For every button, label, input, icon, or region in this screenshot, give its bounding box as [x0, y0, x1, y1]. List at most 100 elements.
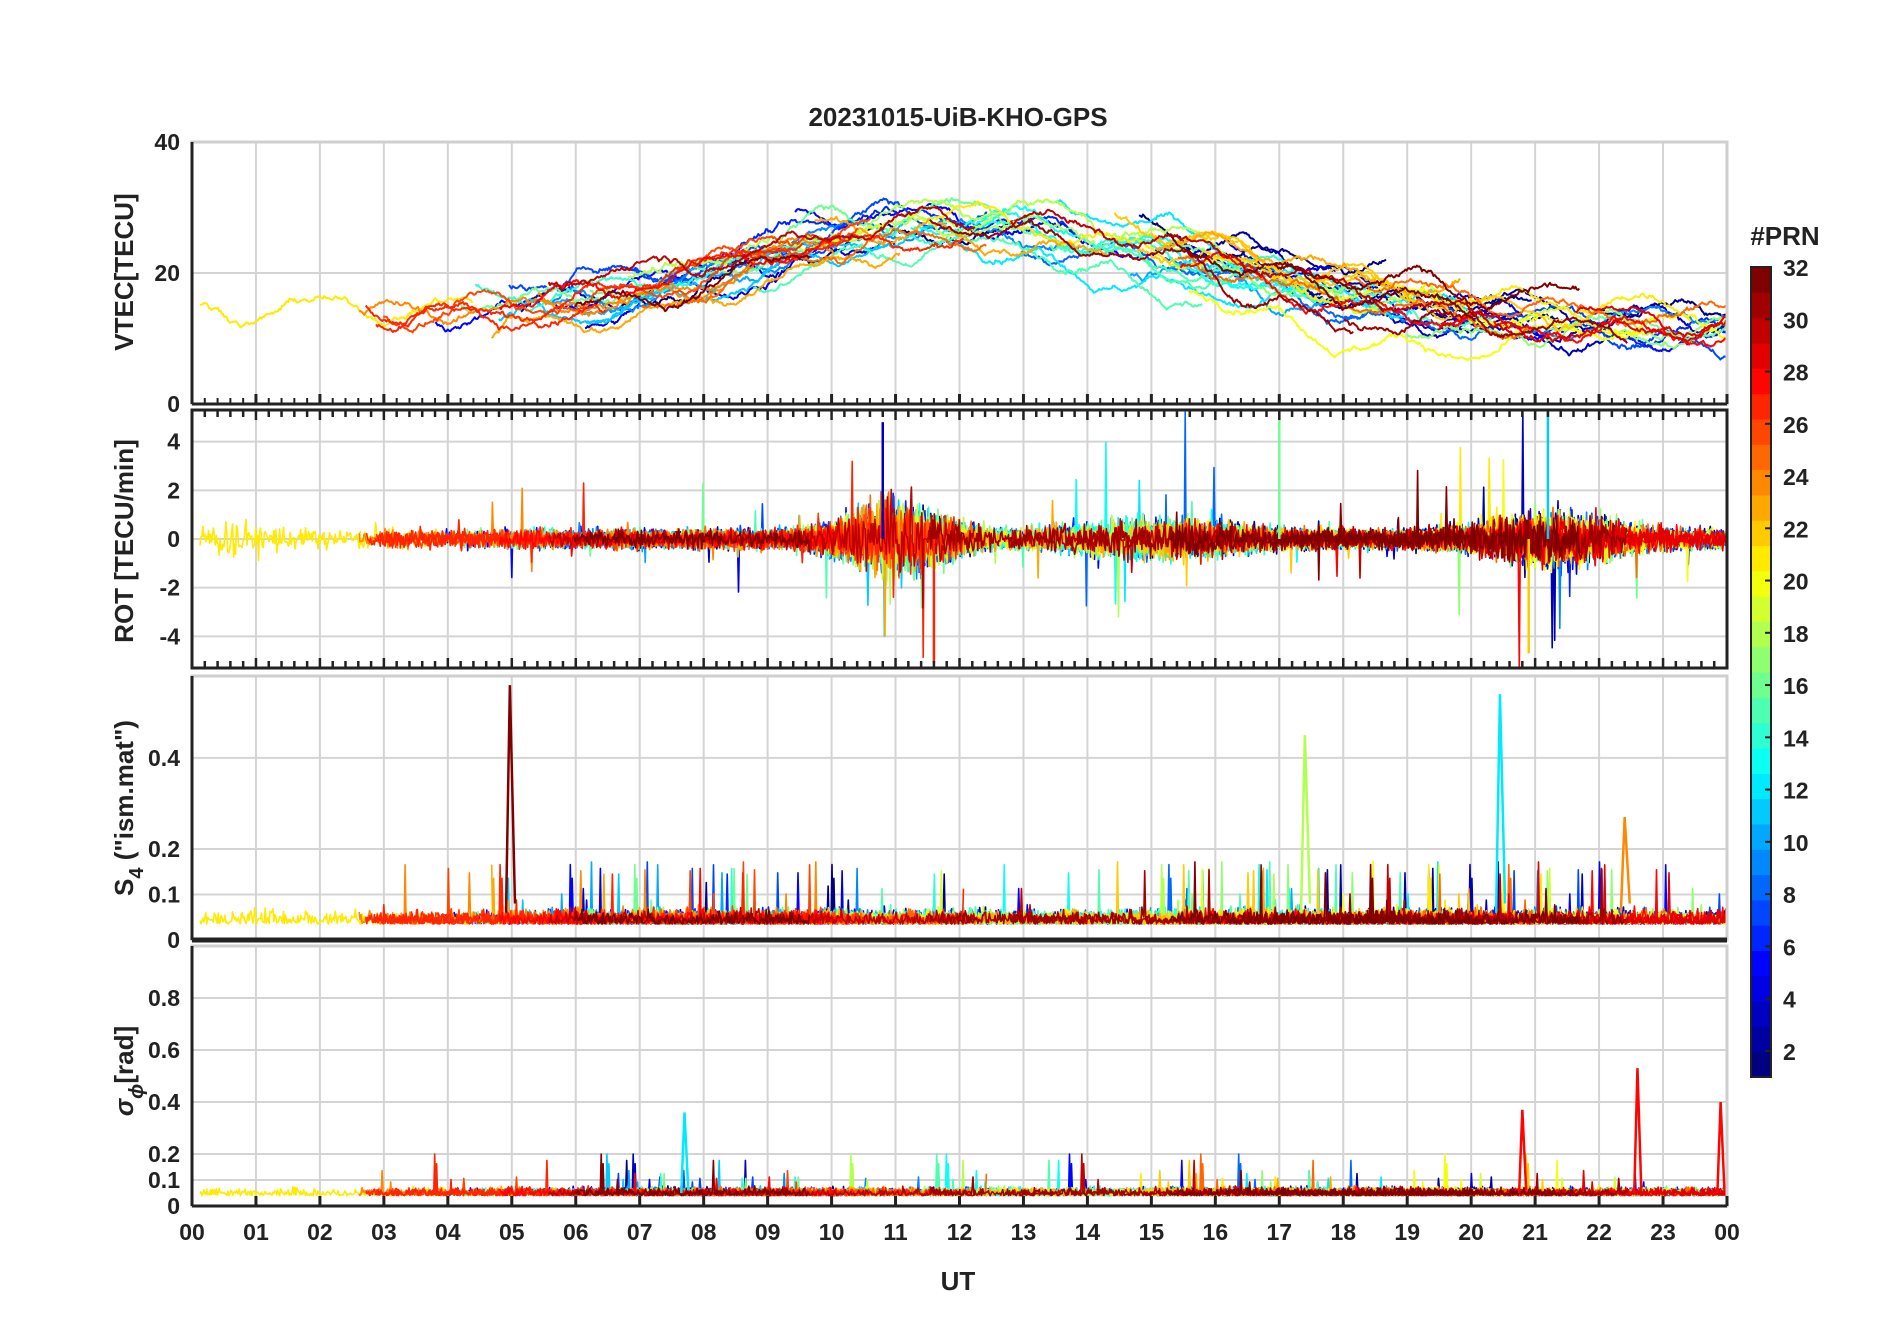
prn-trace [547, 205, 976, 291]
colorbar-tick-label: 4 [1783, 987, 1796, 1013]
x-tick-label: 20 [1458, 1219, 1484, 1245]
prn-trace [199, 295, 474, 329]
x-tick-label: 09 [755, 1219, 781, 1245]
prn-trace [1169, 1169, 1581, 1197]
x-tick-label: 11 [883, 1219, 908, 1245]
prn-trace [1169, 233, 1581, 312]
vtec-panel: 0 20 40 [154, 129, 1729, 417]
y-tick-label: -2 [160, 575, 180, 601]
y-tick-label: 0 [167, 1193, 180, 1219]
prn-trace [573, 908, 811, 925]
prn-trace [1354, 276, 1727, 328]
prn-trace [929, 218, 1354, 335]
colorbar-segment [1751, 621, 1771, 648]
colorbar-segment [1751, 545, 1771, 572]
colorbar-segment [1751, 950, 1771, 977]
colorbar-segment [1751, 570, 1771, 597]
colorbar-segment [1751, 722, 1771, 749]
prn-trace [1009, 208, 1514, 335]
colorbar-tick-label: 24 [1783, 464, 1809, 490]
colorbar-segment [1751, 1001, 1771, 1027]
colorbar-tick-label: 12 [1783, 778, 1809, 804]
colorbar-segment [1751, 697, 1771, 724]
prn-trace [1323, 283, 1648, 336]
colorbar-segment [1751, 368, 1771, 395]
y-tick-label: 0.6 [148, 1037, 180, 1063]
colorbar-tick-label: 14 [1783, 725, 1809, 751]
y-tick-label: 0 [167, 391, 180, 417]
colorbar-segment [1751, 672, 1771, 698]
colorbar-tick-label: 26 [1783, 412, 1809, 438]
colorbar-tick-label: 16 [1783, 673, 1809, 699]
colorbar-segment [1751, 798, 1771, 825]
colorbar-segment [1751, 342, 1771, 369]
vtec-ylabel: VTEC[TECU] [109, 193, 139, 350]
colorbar-segment [1751, 899, 1771, 926]
prn-trace [548, 233, 864, 314]
colorbar-segment [1751, 874, 1771, 901]
colorbar-tick-label: 8 [1783, 882, 1796, 908]
colorbar-segment [1751, 469, 1771, 496]
prn-trace [358, 284, 725, 326]
rot-panel: -4 -2 0 2 4 [160, 408, 1729, 670]
rot-ylabel: ROT [TECU/min] [109, 439, 139, 643]
x-tick-label: 16 [1203, 1219, 1229, 1245]
x-tick-label: 21 [1522, 1219, 1548, 1245]
y-tick-label: 2 [167, 477, 180, 503]
prn-trace [1220, 235, 1530, 323]
prn-trace [1169, 502, 1581, 562]
s4-spike [1619, 817, 1632, 913]
colorbar-tick-label: 30 [1783, 307, 1809, 333]
chart-title: 20231015-UiB-KHO-GPS [808, 102, 1107, 132]
x-tick-label: 17 [1266, 1219, 1292, 1245]
colorbar-label: #PRN [1750, 221, 1819, 251]
colorbar-tick-label: 28 [1783, 360, 1809, 386]
prn-trace [498, 235, 842, 311]
sigma-phi-traces [199, 1068, 1727, 1197]
prn-trace [1343, 867, 1629, 925]
x-tick-label: 19 [1394, 1219, 1420, 1245]
colorbar-tick-label: 18 [1783, 621, 1809, 647]
colorbar-segment [1751, 646, 1771, 673]
prn-trace [1274, 1185, 1477, 1197]
x-tick-label: 00 [179, 1219, 205, 1245]
prn-trace [548, 906, 976, 925]
x-tick-label: 12 [947, 1219, 973, 1245]
colorbar-segment [1751, 267, 1771, 293]
y-tick-label: -4 [160, 623, 181, 649]
prn-trace [1113, 212, 1601, 332]
x-tick-label: 07 [627, 1219, 653, 1245]
colorbar-tick-label: 6 [1783, 934, 1796, 960]
colorbar-tick-label: 20 [1783, 569, 1809, 595]
x-tick-label: 08 [691, 1219, 717, 1245]
prn-trace [1169, 861, 1581, 925]
colorbar-segment [1751, 596, 1771, 622]
y-tick-label: 0.1 [148, 881, 180, 907]
x-tick-label: 10 [819, 1219, 845, 1245]
prn-trace [1179, 251, 1486, 328]
prn-trace [1273, 263, 1476, 322]
sigma-phi-spike [1517, 1109, 1528, 1194]
colorbar-tick-label: 2 [1783, 1039, 1796, 1065]
sigma-phi-ylabel: σϕ[rad] [109, 1026, 148, 1116]
sigma-phi-panel: 00.10.2 0.4 0.6 0.8 [148, 944, 1729, 1219]
prn-trace [1437, 311, 1727, 343]
prn-trace [1493, 315, 1727, 348]
colorbar-frame [1750, 266, 1772, 1078]
x-tick-label: 18 [1330, 1219, 1356, 1245]
y-tick-label: 40 [154, 129, 180, 155]
prn-trace [536, 235, 835, 317]
x-tick-labels: 00 01 02 03 04 05 06 07 08 09 10 11 12 13 14 15 16 17 18 19… [179, 1219, 1740, 1245]
prn-trace [1177, 255, 1536, 341]
colorbar-segment [1751, 1051, 1771, 1078]
prn-trace [573, 528, 811, 553]
x-tick-label: 05 [499, 1219, 525, 1245]
x-tick-label: 02 [307, 1219, 333, 1245]
prn-trace [498, 220, 948, 325]
colorbar-segment [1751, 925, 1771, 952]
colorbar-segment [1751, 444, 1771, 471]
s4-panel: 0 0.1 0.2 0.4 [148, 674, 1729, 953]
y-tick-label: 4 [167, 429, 180, 455]
x-tick-label: 15 [1139, 1219, 1165, 1245]
